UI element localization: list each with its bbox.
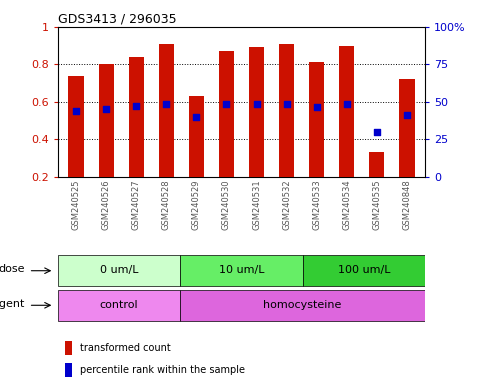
Bar xyxy=(180,290,425,321)
Point xyxy=(72,108,80,114)
Bar xyxy=(180,255,303,286)
Text: GDS3413 / 296035: GDS3413 / 296035 xyxy=(58,13,177,26)
Text: control: control xyxy=(100,300,139,310)
Point xyxy=(313,104,321,111)
Point xyxy=(373,129,381,135)
Bar xyxy=(309,63,324,177)
Text: 10 um/L: 10 um/L xyxy=(219,265,264,275)
Bar xyxy=(219,51,234,177)
Bar xyxy=(279,44,294,177)
Point xyxy=(253,101,260,107)
Bar xyxy=(369,152,384,177)
Point xyxy=(223,101,230,107)
Point xyxy=(162,101,170,107)
Bar xyxy=(99,64,114,177)
Point xyxy=(132,103,140,109)
Bar xyxy=(69,76,84,177)
Point xyxy=(102,106,110,112)
Bar xyxy=(189,96,204,177)
Bar xyxy=(128,57,144,177)
Bar xyxy=(65,341,72,355)
Point xyxy=(193,114,200,120)
Point xyxy=(283,101,290,107)
Text: agent: agent xyxy=(0,298,25,309)
Bar xyxy=(303,255,425,286)
Text: homocysteine: homocysteine xyxy=(264,300,342,310)
Text: 100 um/L: 100 um/L xyxy=(338,265,390,275)
Text: 0 um/L: 0 um/L xyxy=(100,265,139,275)
Bar xyxy=(58,255,180,286)
Text: dose: dose xyxy=(0,264,25,274)
Bar xyxy=(339,46,355,177)
Bar xyxy=(159,44,174,177)
Point xyxy=(403,112,411,118)
Point xyxy=(343,101,351,107)
Bar xyxy=(65,362,72,376)
Bar xyxy=(58,290,180,321)
Text: transformed count: transformed count xyxy=(80,343,170,353)
Bar xyxy=(399,79,414,177)
Bar xyxy=(249,48,264,177)
Text: percentile rank within the sample: percentile rank within the sample xyxy=(80,364,245,374)
